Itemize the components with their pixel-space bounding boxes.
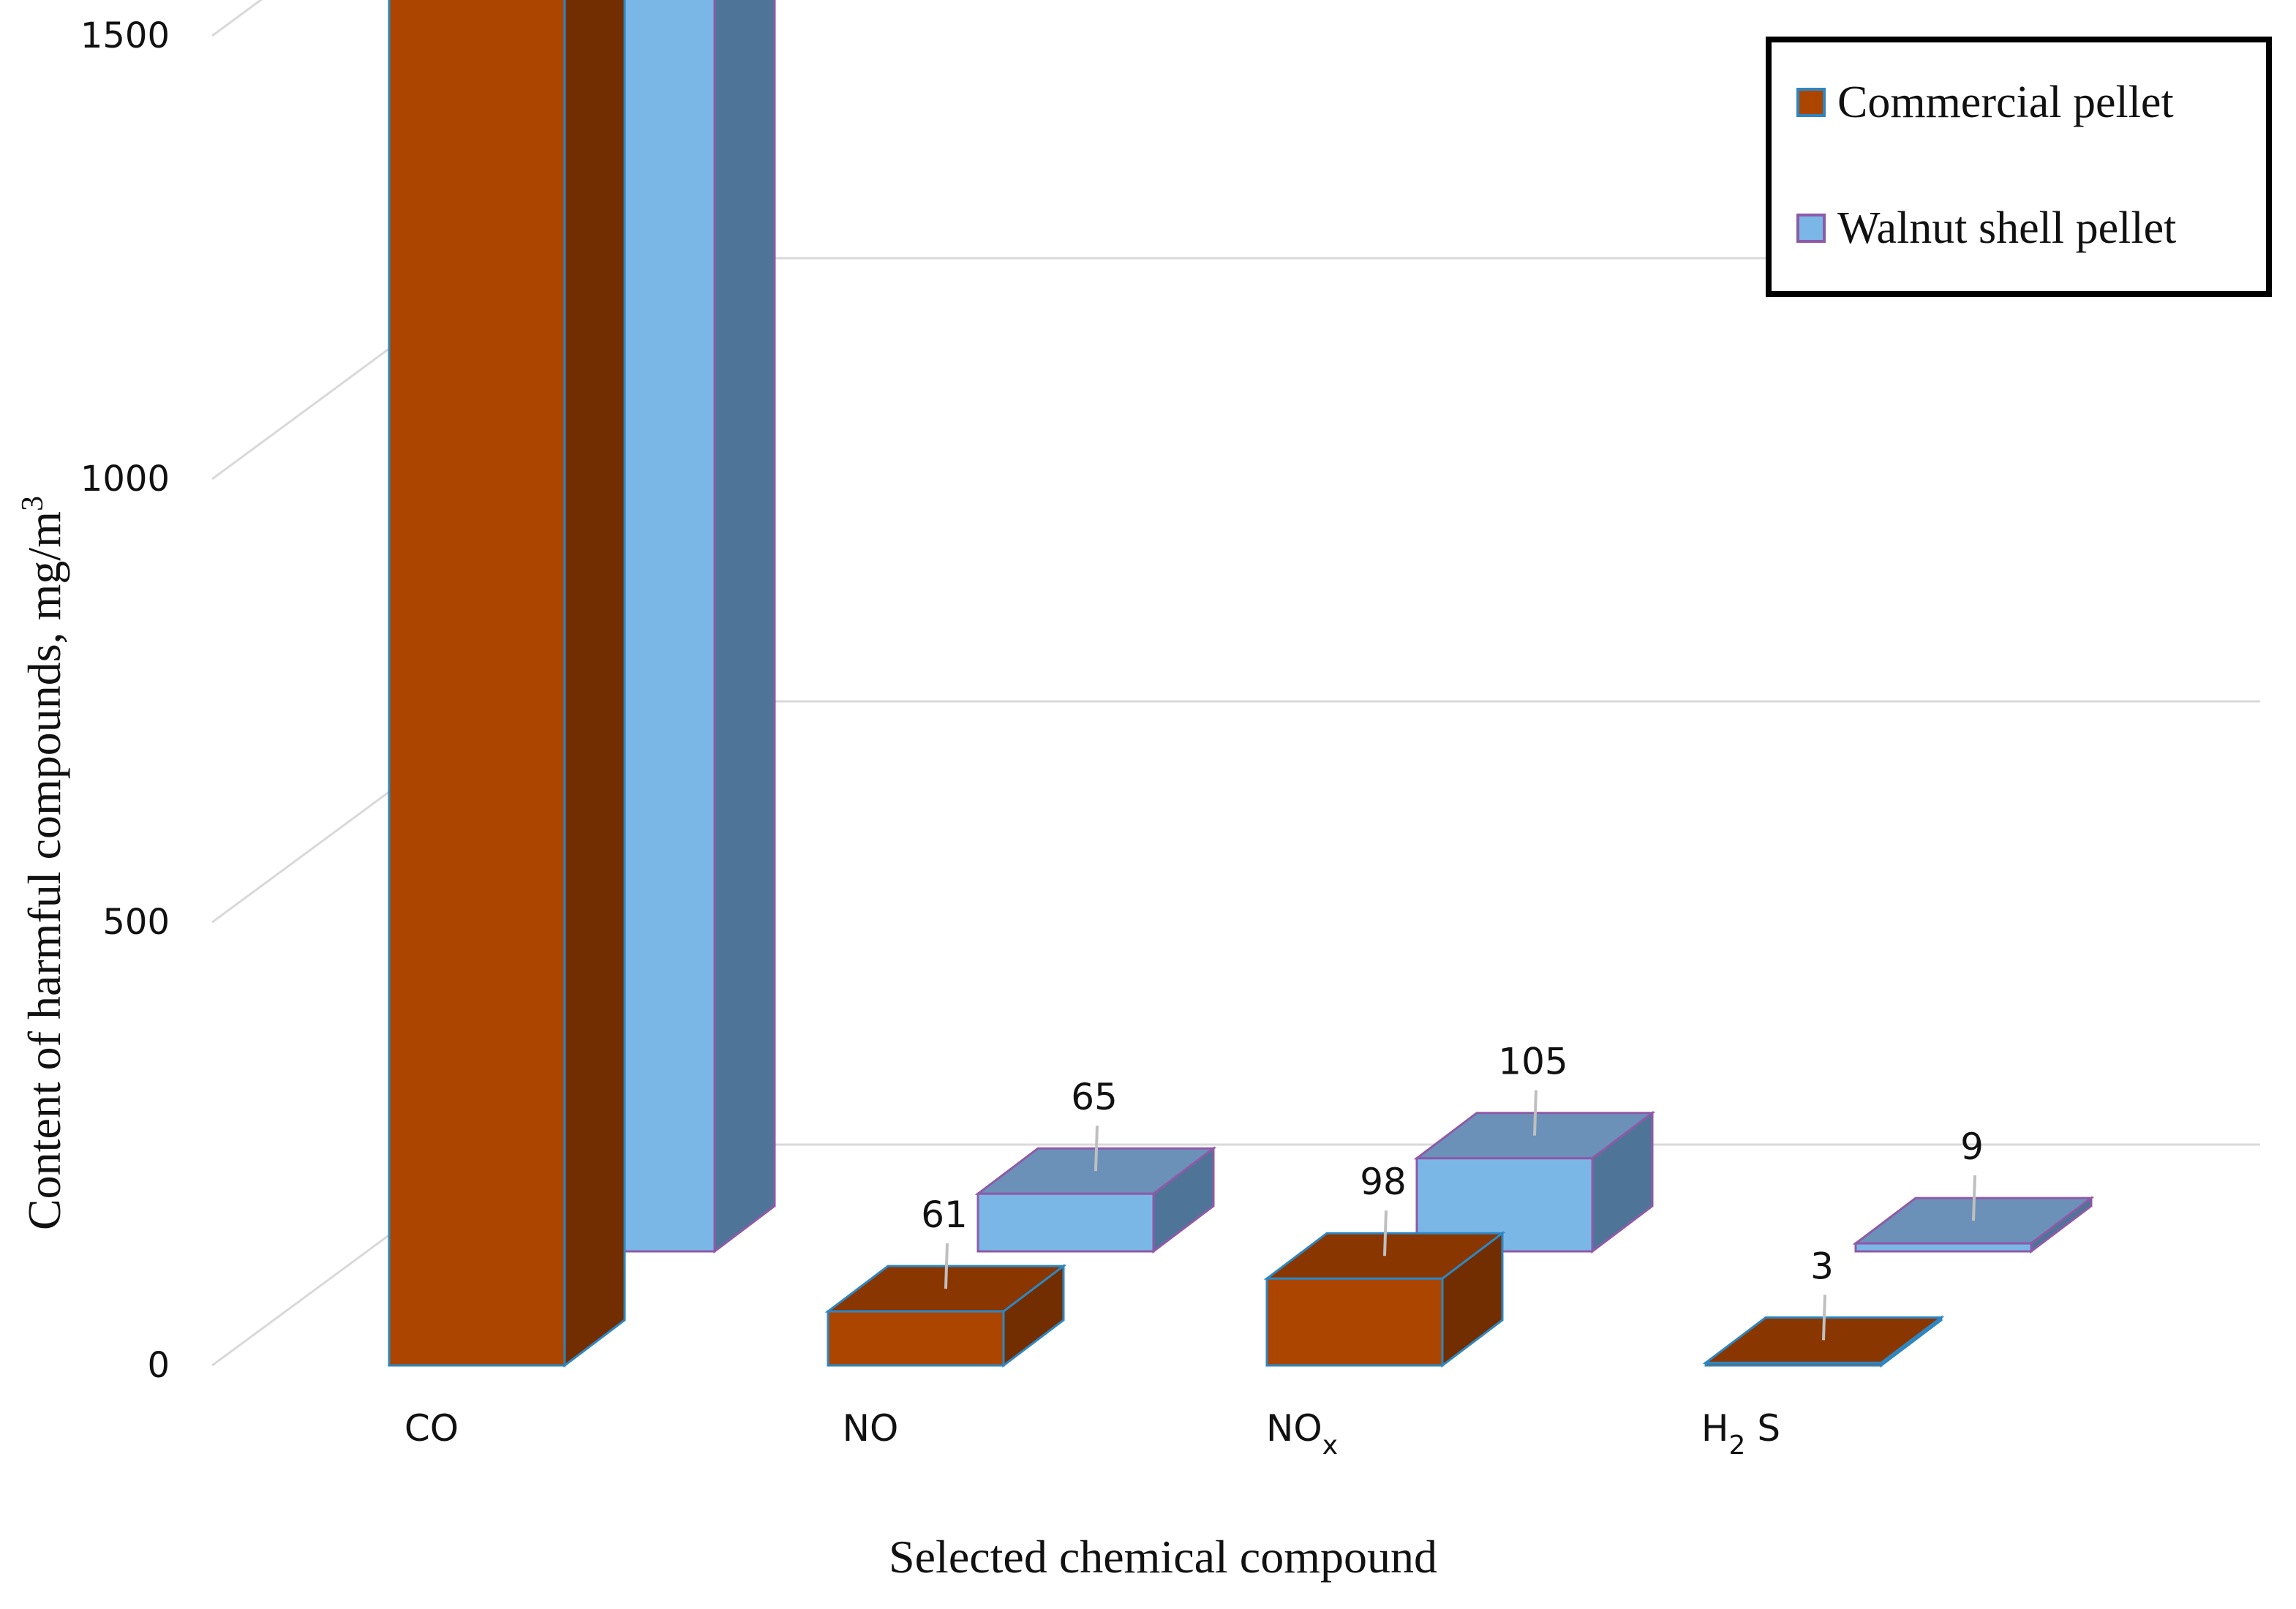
bar-commercial-pellet-co: 1985 <box>388 0 626 1368</box>
bar-front <box>1265 1277 1444 1367</box>
data-label: 3 <box>1810 1245 1834 1287</box>
bar-front <box>388 0 566 1367</box>
data-label: 61 <box>921 1194 968 1236</box>
bar-commercial-pellet-no: 61 <box>824 1194 1067 1368</box>
y-tick-labels: 05001000150020002500 <box>80 15 170 1386</box>
bar-side <box>563 0 626 1368</box>
data-label: 98 <box>1360 1161 1407 1203</box>
legend-label-walnut-shell-pellet: Walnut shell pellet <box>1837 203 2176 253</box>
bar-walnut-shell-pellet-nox: 105 <box>1413 1041 1656 1254</box>
bar-side <box>713 0 776 1254</box>
category-label-h2s: H2 S <box>1701 1407 1780 1461</box>
bars-layer: 2094198565611059893 <box>388 0 2095 1368</box>
data-label-leader <box>1533 1090 1537 1136</box>
data-label-leader <box>1383 1210 1388 1256</box>
legend-label-commercial-pellet: Commercial pellet <box>1837 78 2174 127</box>
legend: Commercial pellet Walnut shell pellet <box>1766 37 2272 297</box>
data-label: 105 <box>1498 1041 1567 1083</box>
data-label-leader <box>1972 1175 1976 1221</box>
data-label-leader <box>1094 1126 1099 1172</box>
legend-swatch-walnut-shell-pellet <box>1796 214 1826 243</box>
data-label: 65 <box>1071 1076 1118 1118</box>
bar-front <box>827 1310 1005 1367</box>
x-axis-title: Selected chemical compound <box>889 1531 1437 1583</box>
category-label-no: NO <box>843 1407 899 1450</box>
bar-commercial-pellet-nox: 98 <box>1263 1161 1506 1368</box>
category-labels: CO NO NOx H2 S <box>404 1407 1780 1461</box>
bar-walnut-shell-pellet-no: 65 <box>974 1076 1217 1254</box>
bar-commercial-pellet-h2s: 3 <box>1702 1245 1945 1368</box>
y-tick-label: 1000 <box>80 459 170 500</box>
data-label-leader <box>944 1243 949 1289</box>
category-label-nox: NOx <box>1266 1407 1338 1461</box>
y-axis-title: Content of harmful compounds, mg/m3 <box>16 496 70 1230</box>
bar-front <box>976 1192 1155 1253</box>
y-axis-title-superscript: 3 <box>16 496 50 511</box>
bar-front <box>1854 1242 2033 1253</box>
category-label-co: CO <box>404 1407 459 1450</box>
bar-front <box>1704 1361 1883 1367</box>
legend-frame <box>1766 37 2272 297</box>
data-label: 9 <box>1960 1126 1984 1168</box>
data-label-leader <box>1822 1295 1826 1341</box>
legend-swatch-commercial-pellet <box>1796 88 1826 117</box>
bar-walnut-shell-pellet-h2s: 9 <box>1852 1126 2095 1254</box>
y-tick-label: 1500 <box>80 15 170 56</box>
y-tick-label: 0 <box>147 1345 170 1386</box>
y-tick-label: 500 <box>102 902 170 943</box>
